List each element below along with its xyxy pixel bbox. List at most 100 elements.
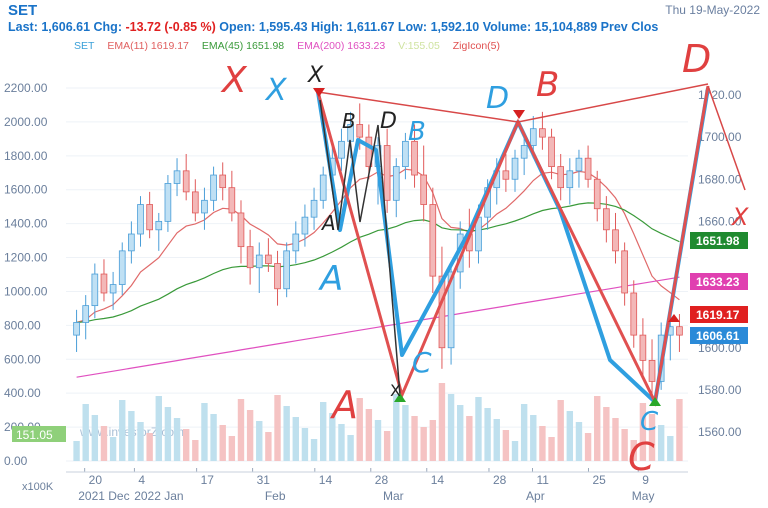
high-label: High: — [311, 20, 343, 34]
candle-body — [603, 208, 610, 231]
pattern-annotation-mark: X — [730, 203, 749, 231]
legend-ema11: EMA(11) 1619.17 — [107, 40, 189, 52]
left-tick-label: 2000.00 — [4, 115, 48, 129]
candle-body — [310, 199, 318, 218]
left-tick-label: 1800.00 — [4, 149, 48, 163]
volume-bar — [210, 414, 217, 461]
x-day-label: 11 — [537, 473, 550, 487]
volume-bar — [246, 410, 254, 461]
candle-body — [301, 216, 309, 235]
x-day-label: 28 — [493, 473, 507, 487]
red-projection-line — [707, 85, 746, 191]
volume-bar — [265, 432, 272, 461]
x-month-label: Apr — [526, 489, 545, 503]
blue-pattern-line — [316, 87, 710, 404]
volume-bar — [365, 409, 373, 461]
volume-bar — [594, 396, 601, 461]
x-day-label: 31 — [257, 473, 271, 487]
x-month-label: 2022 Jan — [134, 489, 183, 503]
left-tick-label: 1200.00 — [4, 251, 48, 265]
zigzag-bottom-marker — [649, 397, 661, 406]
volume-bar — [329, 413, 336, 461]
candle-body — [557, 166, 565, 189]
volume-bar — [356, 398, 363, 461]
right-tick-label: 1560.00 — [698, 425, 742, 439]
candle-body — [539, 128, 546, 138]
candle-body — [237, 212, 245, 248]
x-axis: 20 4 17 31 14 28 14 28 11 25 9 2021 Dec 2022 Jan Feb M… — [22, 468, 688, 503]
left-tick-label: 1400.00 — [4, 217, 48, 231]
candle-body — [91, 273, 99, 307]
left-tick-label: 2200.00 — [4, 81, 48, 95]
volume-bar — [676, 399, 683, 461]
pattern-annotation: X — [307, 63, 324, 88]
price-badge — [690, 327, 748, 344]
candle-body — [429, 204, 437, 277]
volume-bar — [502, 430, 510, 461]
candle-body — [383, 145, 391, 201]
x-month-label: Mar — [383, 489, 404, 503]
left-axis: 2200.00 2000.00 1800.00 1600.00 1400.00 1200.… — [4, 81, 48, 468]
volume-bar — [466, 416, 473, 461]
volume-badge — [12, 426, 66, 442]
right-tick-label: 1700.00 — [698, 130, 742, 144]
pattern-annotation: C — [628, 435, 655, 479]
candle-body — [648, 359, 656, 382]
pattern-annotation: A — [320, 211, 336, 235]
volume-bar — [283, 406, 290, 461]
candle-body — [392, 166, 400, 201]
open-value: 1,595.43 — [258, 20, 308, 34]
volume-bar — [621, 429, 628, 461]
volume-bar — [539, 426, 546, 461]
candle-body — [447, 271, 455, 349]
candlesticks — [73, 103, 683, 395]
candle-body — [137, 204, 144, 235]
x-day-label: 25 — [592, 473, 606, 487]
volume-bar — [164, 407, 172, 461]
candle-body — [548, 136, 555, 168]
volume-bar — [228, 436, 236, 461]
volume-bar — [438, 383, 446, 461]
candle-body — [182, 170, 190, 193]
volume-bar — [639, 403, 647, 461]
volume-bar — [146, 433, 153, 461]
volume-bar — [137, 422, 144, 461]
last-label: Last: — [8, 20, 38, 34]
volume-bar — [648, 414, 656, 461]
volume-bar — [383, 431, 391, 461]
volume-bar — [374, 420, 382, 461]
volume-bar — [301, 428, 309, 461]
volume-bar — [667, 436, 674, 461]
symbol-title: SET — [8, 2, 38, 19]
volume-bar — [566, 411, 574, 461]
candle-body — [246, 246, 254, 269]
candle-body — [255, 254, 263, 269]
candle-body — [529, 128, 537, 146]
volume-bar — [520, 404, 528, 461]
right-tick-label: 1600.00 — [698, 341, 742, 355]
x-day-label: 28 — [375, 473, 389, 487]
legend-set: SET — [74, 40, 95, 52]
candle-body — [338, 140, 345, 159]
volume-bar — [429, 420, 437, 461]
volume-bar — [411, 416, 418, 461]
volume-bar — [82, 404, 89, 461]
candle-body — [283, 250, 290, 290]
x-day-label: 14 — [431, 473, 445, 487]
volume-bar — [475, 397, 482, 461]
volume-bar — [493, 419, 500, 461]
pattern-annotation: D — [380, 109, 397, 134]
pattern-annotation: B — [342, 109, 356, 133]
volume-bar — [119, 400, 126, 461]
candle-body — [201, 199, 208, 214]
volume-bar — [274, 395, 281, 461]
zigzag-top-marker — [313, 88, 325, 97]
volume-bar — [420, 427, 427, 461]
candle-body — [274, 263, 281, 290]
price-badge — [690, 232, 748, 249]
pattern-annotation: C — [412, 346, 432, 379]
volume-bar — [557, 400, 564, 461]
pattern-annotation: A — [329, 383, 358, 427]
volume-bar — [530, 415, 537, 461]
